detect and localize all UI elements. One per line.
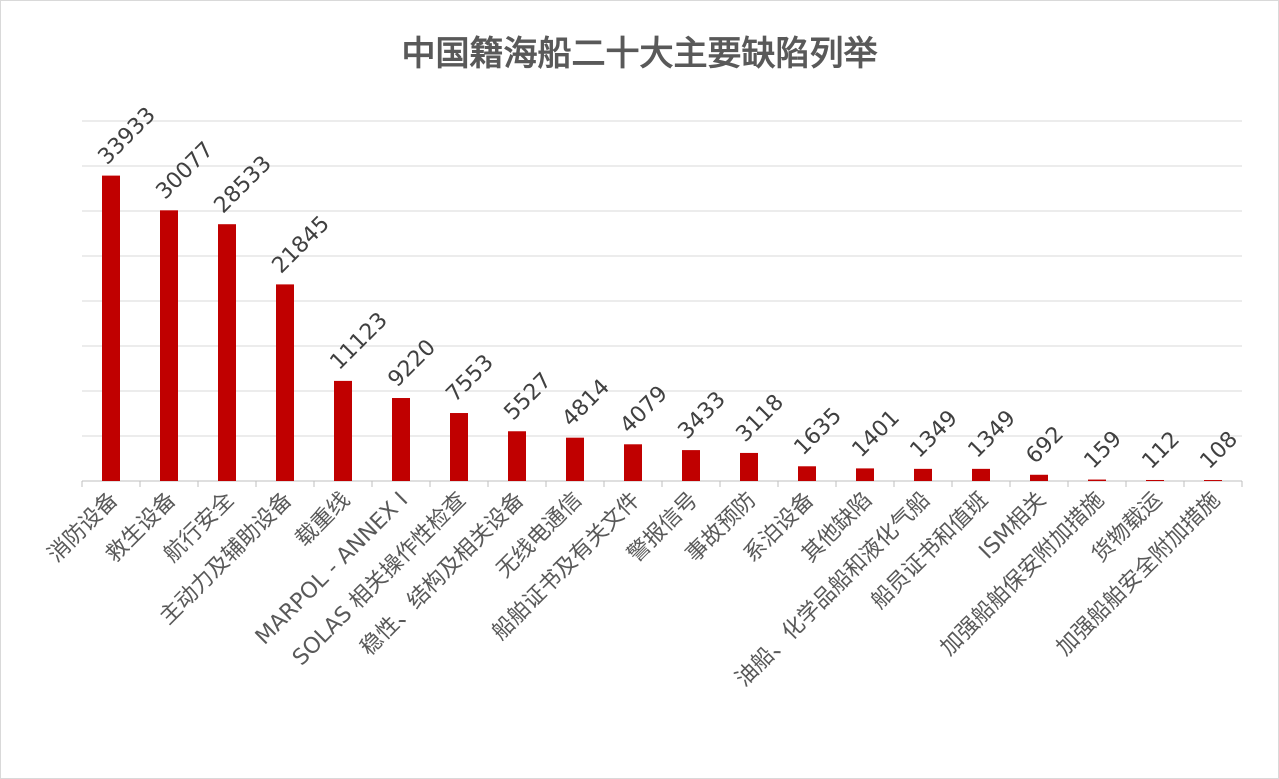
gridlines <box>81 120 1243 487</box>
bar <box>1146 479 1164 481</box>
bar <box>392 398 410 481</box>
data-label: 4079 <box>616 381 673 438</box>
data-label: 4814 <box>558 375 615 432</box>
bar <box>1030 474 1048 481</box>
data-label: 1349 <box>906 406 963 463</box>
bar <box>682 450 700 481</box>
bar <box>160 210 178 481</box>
data-label: 1349 <box>964 406 1021 463</box>
bar <box>1204 480 1222 481</box>
data-label: 159 <box>1080 426 1127 473</box>
bars <box>102 175 1222 481</box>
data-label: 5527 <box>500 368 557 425</box>
chart-title: 中国籍海船二十大主要缺陷列举 <box>401 34 878 74</box>
data-label: 33933 <box>94 103 161 170</box>
data-label: 11123 <box>326 308 393 375</box>
data-label: 112 <box>1138 427 1185 474</box>
bar <box>508 431 526 481</box>
bar <box>566 437 584 481</box>
data-label: 3118 <box>732 390 789 447</box>
bar <box>334 380 352 481</box>
data-label: 21845 <box>268 211 335 278</box>
bar <box>972 468 990 481</box>
data-label: 7553 <box>442 350 499 407</box>
bar <box>450 413 468 481</box>
bar <box>218 224 236 481</box>
data-label: 692 <box>1022 422 1069 469</box>
data-label: 108 <box>1196 427 1243 474</box>
data-label: 30077 <box>152 137 219 204</box>
bar <box>276 284 294 481</box>
bar <box>1088 479 1106 481</box>
bar <box>740 452 758 481</box>
data-label: 1401 <box>848 405 905 462</box>
bar <box>914 468 932 481</box>
data-label: 9220 <box>384 335 441 392</box>
data-label: 28533 <box>210 151 277 218</box>
bar <box>798 466 816 481</box>
bar <box>624 444 642 481</box>
data-label: 1635 <box>790 403 847 460</box>
bar <box>856 468 874 481</box>
bar <box>102 175 120 481</box>
